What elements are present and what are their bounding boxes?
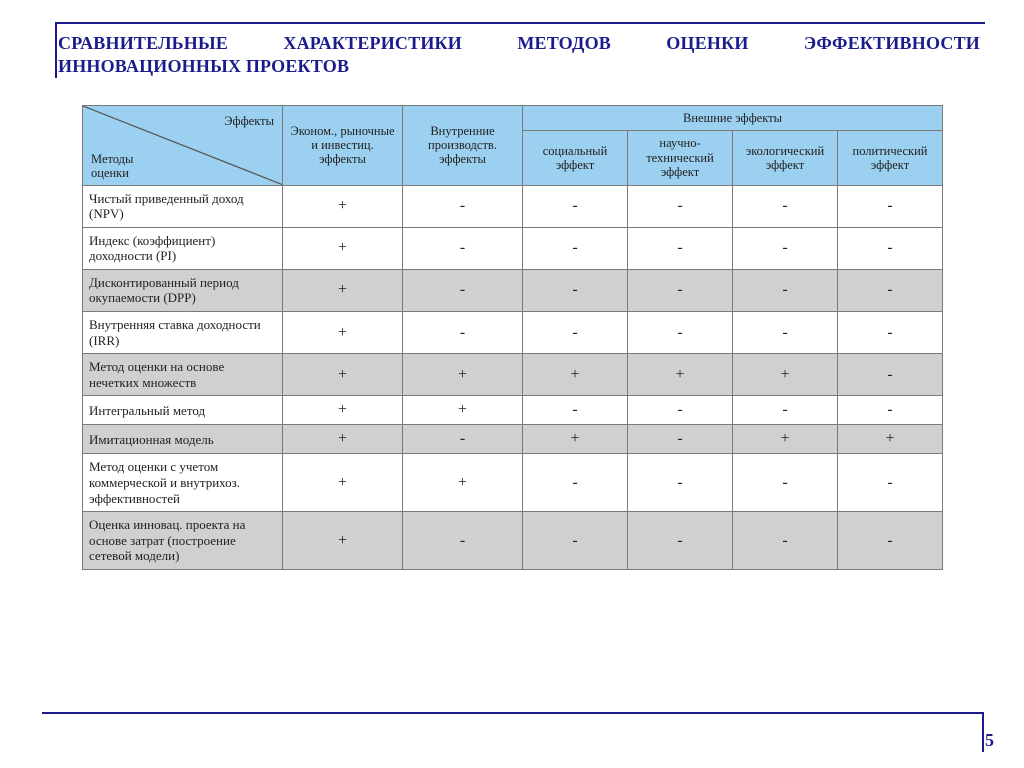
mark-cell: +	[283, 269, 403, 311]
mark-cell: -	[733, 454, 838, 512]
rule-top-horizontal	[55, 22, 985, 24]
mark-cell: -	[628, 227, 733, 269]
table-body: Чистый приведенный доход (NPV)+-----Инде…	[83, 185, 943, 570]
col-header: Эконом., рыночные и инвестиц. эффекты	[283, 106, 403, 186]
col-header: Внутренние производств. эффекты	[403, 106, 523, 186]
table-row: Имитационная модель+-+-++	[83, 425, 943, 454]
slide-page: СРАВНИТЕЛЬНЫЕ ХАРАКТЕРИСТИКИ МЕТОДОВ ОЦЕ…	[0, 0, 1024, 768]
mark-cell: +	[283, 454, 403, 512]
title-line2: ИННОВАЦИОННЫХ ПРОЕКТОВ	[58, 55, 980, 78]
table-row: Оценка инновац. проекта на основе затрат…	[83, 512, 943, 570]
table-row: Метод оценки с учетом коммерческой и вну…	[83, 454, 943, 512]
mark-cell: -	[403, 269, 523, 311]
title-line1: СРАВНИТЕЛЬНЫЕ ХАРАКТЕРИСТИКИ МЕТОДОВ ОЦЕ…	[58, 33, 980, 53]
method-cell: Индекс (коэффициент) доходности (PI)	[83, 227, 283, 269]
mark-cell: -	[523, 512, 628, 570]
mark-cell: -	[838, 354, 943, 396]
page-number: 5	[985, 730, 994, 751]
mark-cell: -	[733, 185, 838, 227]
mark-cell: +	[403, 354, 523, 396]
mark-cell: +	[283, 396, 403, 425]
method-cell: Интегральный метод	[83, 396, 283, 425]
col-header: социальный эффект	[523, 131, 628, 185]
table-row: Метод оценки на основе нечетких множеств…	[83, 354, 943, 396]
diag-label-bottom: Методы оценки	[91, 153, 133, 181]
mark-cell: -	[403, 512, 523, 570]
table-row: Индекс (коэффициент) доходности (PI)+---…	[83, 227, 943, 269]
mark-cell: +	[283, 512, 403, 570]
col-header-group: Внешние эффекты	[523, 106, 943, 131]
method-cell: Чистый приведенный доход (NPV)	[83, 185, 283, 227]
mark-cell: -	[838, 396, 943, 425]
mark-cell: +	[523, 425, 628, 454]
col-header: экологический эффект	[733, 131, 838, 185]
mark-cell: -	[523, 269, 628, 311]
mark-cell: -	[403, 312, 523, 354]
mark-cell: -	[523, 312, 628, 354]
rule-bottom-vertical	[982, 712, 984, 752]
mark-cell: -	[838, 512, 943, 570]
method-cell: Метод оценки на основе нечетких множеств	[83, 354, 283, 396]
mark-cell: +	[283, 425, 403, 454]
mark-cell: -	[403, 185, 523, 227]
mark-cell: -	[628, 396, 733, 425]
mark-cell: +	[283, 312, 403, 354]
method-cell: Внутренняя ставка доходности (IRR)	[83, 312, 283, 354]
mark-cell: +	[403, 396, 523, 425]
table-container: Эффекты Методы оценки Эконом., рыночные …	[82, 105, 942, 570]
method-cell: Оценка инновац. проекта на основе затрат…	[83, 512, 283, 570]
table-row: Дисконтированный период окупаемости (DPP…	[83, 269, 943, 311]
mark-cell: +	[838, 425, 943, 454]
mark-cell: -	[403, 425, 523, 454]
mark-cell: +	[733, 425, 838, 454]
rule-bottom-horizontal	[42, 712, 984, 714]
mark-cell: -	[838, 454, 943, 512]
mark-cell: -	[628, 185, 733, 227]
mark-cell: +	[523, 354, 628, 396]
mark-cell: -	[628, 269, 733, 311]
mark-cell: -	[523, 227, 628, 269]
method-cell: Метод оценки с учетом коммерческой и вну…	[83, 454, 283, 512]
mark-cell: -	[838, 227, 943, 269]
mark-cell: -	[838, 185, 943, 227]
mark-cell: -	[733, 227, 838, 269]
mark-cell: +	[283, 227, 403, 269]
table-row: Интегральный метод++----	[83, 396, 943, 425]
diag-label-top: Эффекты	[224, 114, 274, 128]
method-cell: Дисконтированный период окупаемости (DPP…	[83, 269, 283, 311]
diagonal-header: Эффекты Методы оценки	[83, 106, 283, 186]
mark-cell: -	[628, 512, 733, 570]
mark-cell: -	[523, 185, 628, 227]
mark-cell: +	[403, 454, 523, 512]
mark-cell: +	[628, 354, 733, 396]
col-header: политический эффект	[838, 131, 943, 185]
mark-cell: +	[283, 185, 403, 227]
mark-cell: -	[523, 396, 628, 425]
mark-cell: +	[733, 354, 838, 396]
mark-cell: -	[628, 425, 733, 454]
mark-cell: -	[403, 227, 523, 269]
mark-cell: -	[733, 512, 838, 570]
mark-cell: -	[628, 454, 733, 512]
mark-cell: -	[523, 454, 628, 512]
mark-cell: +	[283, 354, 403, 396]
mark-cell: -	[628, 312, 733, 354]
mark-cell: -	[733, 269, 838, 311]
page-title: СРАВНИТЕЛЬНЫЕ ХАРАКТЕРИСТИКИ МЕТОДОВ ОЦЕ…	[58, 32, 980, 77]
mark-cell: -	[733, 396, 838, 425]
col-header: научно-технический эффект	[628, 131, 733, 185]
mark-cell: -	[838, 269, 943, 311]
mark-cell: -	[733, 312, 838, 354]
method-cell: Имитационная модель	[83, 425, 283, 454]
mark-cell: -	[838, 312, 943, 354]
comparison-table: Эффекты Методы оценки Эконом., рыночные …	[82, 105, 943, 570]
table-head: Эффекты Методы оценки Эконом., рыночные …	[83, 106, 943, 186]
table-row: Внутренняя ставка доходности (IRR)+-----	[83, 312, 943, 354]
table-row: Чистый приведенный доход (NPV)+-----	[83, 185, 943, 227]
rule-top-vertical	[55, 22, 57, 78]
